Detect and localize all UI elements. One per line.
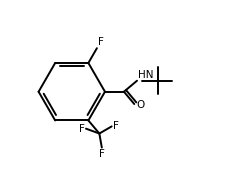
Text: F: F: [113, 121, 118, 131]
Text: F: F: [99, 149, 105, 159]
Text: O: O: [136, 100, 144, 110]
Text: F: F: [98, 37, 104, 47]
Text: HN: HN: [138, 70, 153, 80]
Text: F: F: [79, 124, 85, 134]
